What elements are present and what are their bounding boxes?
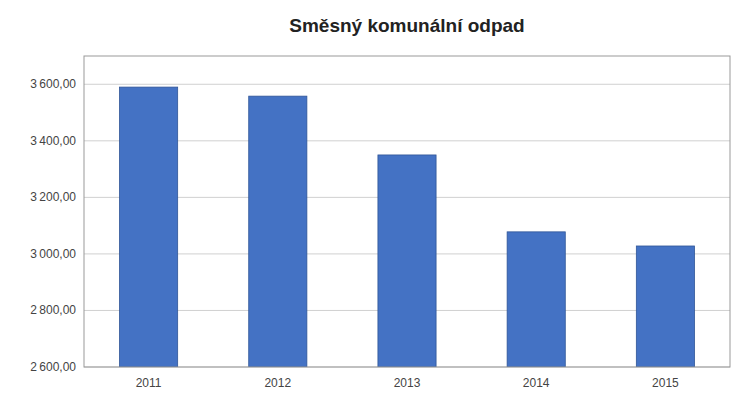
chart: Směsný komunální odpad 2 600,00 2 800,00 3 …	[0, 0, 752, 409]
x-tick-label: 2011	[136, 376, 162, 390]
x-tick-label: 2012	[264, 376, 291, 390]
y-tick-label: 2 600,00	[30, 360, 76, 374]
bar	[249, 96, 307, 367]
y-tick-label: 3 200,00	[30, 190, 76, 204]
grid	[84, 84, 730, 367]
bar	[507, 232, 565, 367]
bars	[120, 87, 695, 367]
bar	[636, 246, 694, 367]
x-tick-label: 2015	[652, 376, 679, 390]
y-tick-label: 2 800,00	[30, 303, 76, 317]
plot-frame	[84, 56, 730, 367]
x-tick-label: 2013	[394, 376, 421, 390]
bar	[378, 155, 436, 367]
y-tick-label: 3 600,00	[30, 77, 76, 91]
grid-line	[84, 140, 730, 141]
title: Směsný komunální odpad	[289, 15, 524, 36]
y-tick-label: 3 000,00	[30, 247, 76, 261]
x-tick-label: 2014	[523, 376, 550, 390]
bar	[120, 87, 178, 367]
y-tick-label: 3 400,00	[30, 134, 76, 148]
grid-line	[84, 84, 730, 85]
